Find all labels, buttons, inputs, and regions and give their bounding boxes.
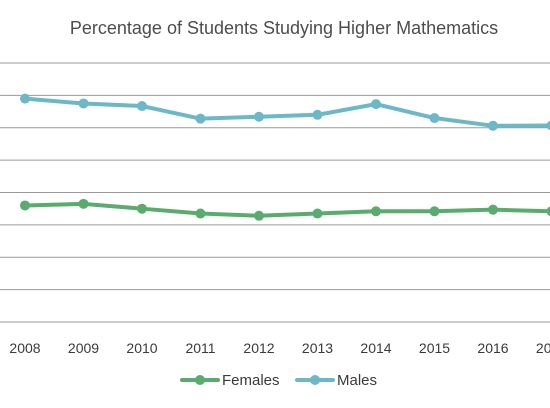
data-point-females xyxy=(195,208,206,219)
data-point-females xyxy=(312,208,323,219)
data-point-males xyxy=(546,120,550,131)
x-tick-label: 2008 xyxy=(9,340,40,356)
data-point-females xyxy=(371,206,381,217)
data-point-males xyxy=(20,93,30,104)
data-point-males xyxy=(488,120,498,131)
x-tick-label: 2017 xyxy=(536,340,550,356)
series-males xyxy=(20,93,550,131)
x-tick-label: 2012 xyxy=(243,340,274,356)
data-point-females xyxy=(254,210,264,221)
data-point-males xyxy=(429,113,440,124)
series-line-males xyxy=(23,96,550,128)
data-point-females xyxy=(137,203,147,214)
legend: Females Males xyxy=(180,372,377,389)
legend-marker-males xyxy=(310,375,320,385)
data-point-females xyxy=(429,206,440,217)
x-tick-label: 2016 xyxy=(477,340,508,356)
data-point-males xyxy=(254,111,264,122)
data-point-males xyxy=(371,99,381,110)
data-point-females xyxy=(78,198,89,209)
x-axis-tick-labels: 2008 2009 2010 2011 2012 2013 2014 2015 2016 2017 xyxy=(9,340,550,356)
data-point-males xyxy=(195,113,206,124)
data-point-females xyxy=(488,204,498,215)
chart-title: Percentage of Students Studying Higher M… xyxy=(70,18,498,38)
series-line-females xyxy=(23,201,550,218)
data-point-males xyxy=(78,98,89,109)
legend-marker-females xyxy=(195,375,205,385)
legend-item-females: Females xyxy=(180,372,280,389)
series-lines xyxy=(20,93,550,221)
data-point-females xyxy=(20,200,30,211)
data-point-males xyxy=(312,109,323,120)
series-females xyxy=(20,198,550,221)
legend-item-males: Males xyxy=(295,372,377,389)
x-tick-label: 2015 xyxy=(419,340,450,356)
x-tick-label: 2010 xyxy=(126,340,157,356)
data-point-males xyxy=(137,101,147,112)
gridlines xyxy=(0,62,550,323)
legend-label-males: Males xyxy=(337,372,377,389)
x-tick-label: 2014 xyxy=(360,340,391,356)
data-point-females xyxy=(546,206,550,217)
x-tick-label: 2011 xyxy=(185,340,215,356)
x-tick-label: 2009 xyxy=(68,340,99,356)
legend-label-females: Females xyxy=(222,372,280,389)
x-tick-label: 2013 xyxy=(302,340,333,356)
